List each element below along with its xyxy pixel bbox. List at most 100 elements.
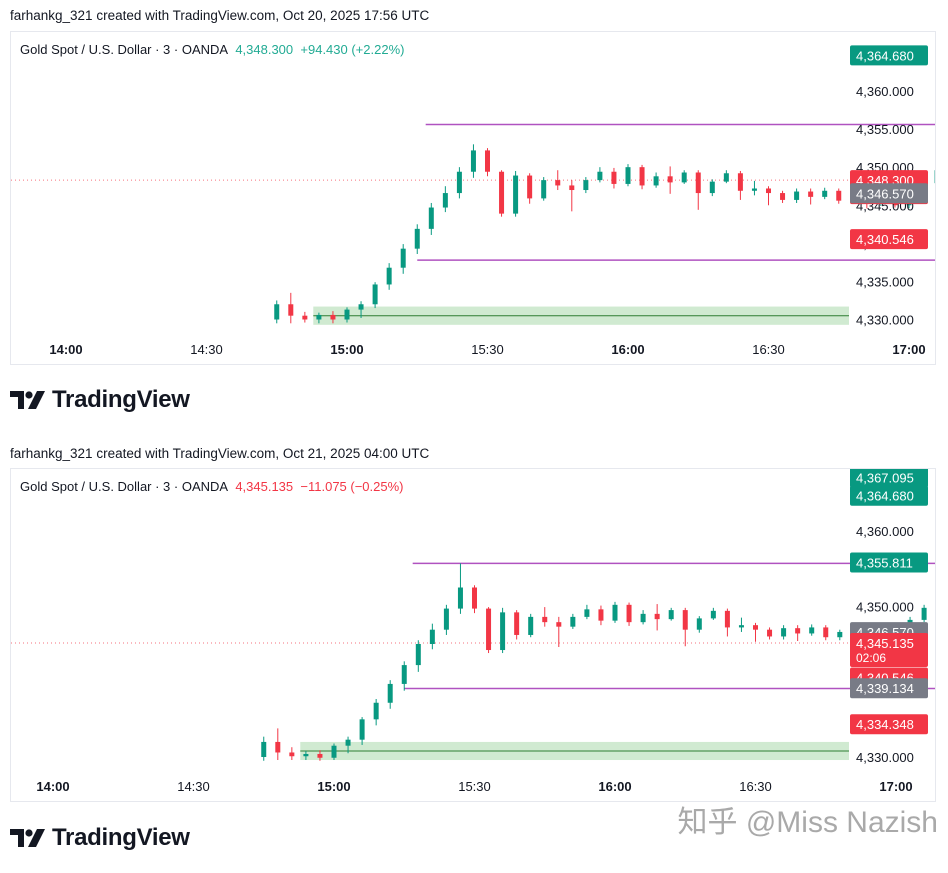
x-tick-label: 14:00 — [36, 779, 69, 794]
symbol-name: Gold Spot / U.S. Dollar · 3 · OANDA — [20, 479, 229, 494]
candle-body — [331, 745, 337, 758]
candle-body — [823, 627, 829, 638]
x-tick-label: 14:30 — [177, 779, 210, 794]
tradingview-wordmark: TradingView — [52, 386, 190, 413]
price-label: 4,345.135 — [856, 636, 914, 651]
candle-body — [640, 613, 646, 623]
price-label-box — [850, 552, 928, 573]
candle-body — [597, 171, 603, 181]
candle-body — [443, 608, 449, 630]
chart-frame[interactable]: Buy Zone4,330.0004,335.0004,340.0004,345… — [10, 31, 936, 365]
x-tick-label: 16:30 — [752, 342, 785, 357]
candle-body — [598, 609, 604, 621]
candle-body — [794, 191, 800, 200]
chart-credit: farhankg_321 created with TradingView.co… — [10, 8, 430, 23]
candle-body — [500, 612, 506, 651]
candle-body — [486, 608, 492, 651]
candle-body — [709, 181, 715, 194]
candle-body — [668, 610, 674, 620]
price-label-box — [850, 678, 928, 699]
candle-body — [513, 175, 519, 214]
price-label-box — [850, 485, 928, 506]
countdown-label: 02:06 — [856, 651, 886, 665]
x-tick-label: 16:00 — [611, 342, 644, 357]
candle-body — [386, 267, 392, 285]
candle-body — [457, 587, 463, 609]
candle-body — [303, 753, 309, 757]
x-tick-label: 14:30 — [190, 342, 223, 357]
price-label-box — [850, 632, 928, 667]
candle-body — [415, 644, 421, 666]
candlestick-chart[interactable]: Buy Zone4,330.0004,335.0004,340.0004,345… — [11, 32, 935, 364]
price-label: 4,355.811 — [856, 556, 913, 571]
x-tick-label: 15:30 — [471, 342, 504, 357]
price-label-box — [850, 469, 928, 488]
candle-body — [400, 248, 406, 268]
y-tick-label: 4,335.000 — [856, 274, 914, 289]
candle-body — [723, 173, 729, 182]
candle-body — [653, 176, 659, 186]
y-tick-label: 4,355.000 — [856, 122, 914, 137]
candle-body — [344, 309, 350, 320]
tradingview-logo: TradingView — [10, 386, 190, 414]
y-tick-label: 4,330.000 — [856, 313, 914, 328]
candle-body — [387, 683, 393, 703]
candle-body — [780, 193, 786, 200]
x-tick-label: 16:30 — [739, 779, 772, 794]
candle-body — [555, 180, 561, 186]
candle-body — [809, 627, 815, 634]
candle-body — [542, 616, 548, 623]
candle-body — [570, 616, 576, 627]
last-price: 4,348.300 — [235, 42, 294, 57]
symbol-name: Gold Spot / U.S. Dollar · 3 · OANDA — [20, 42, 229, 57]
x-tick-label: 14:00 — [49, 342, 82, 357]
candle-body — [751, 188, 757, 191]
candle-body — [499, 171, 505, 214]
candle-body — [738, 625, 744, 628]
last-price: 4,345.135 — [235, 479, 294, 494]
candle-body — [569, 185, 575, 191]
x-tick-label: 15:00 — [317, 779, 350, 794]
candle-body — [625, 167, 631, 184]
price-label-box — [850, 714, 928, 735]
candle-body — [414, 228, 420, 249]
candle-body — [429, 629, 435, 644]
candle-body — [639, 167, 645, 186]
candle-body — [528, 616, 534, 635]
candle-body — [472, 587, 477, 609]
candle-body — [767, 629, 773, 637]
candle-body — [470, 150, 476, 172]
tradingview-wordmark: TradingView — [52, 824, 190, 851]
candle-body — [401, 665, 407, 684]
x-tick-label: 17:00 — [892, 342, 925, 357]
chart-credit: farhankg_321 created with TradingView.co… — [10, 446, 430, 461]
x-tick-label: 15:30 — [458, 779, 491, 794]
watermark: 知乎 @Miss Nazish — [677, 806, 938, 839]
candle-body — [724, 610, 730, 628]
candle-body — [681, 172, 687, 183]
candlestick-chart[interactable]: Buy Zone4,330.0004,350.0004,360.0004,367… — [11, 469, 935, 801]
price-label: 4,340.546 — [856, 232, 914, 247]
y-tick-label: 4,360.000 — [856, 524, 914, 539]
candle-body — [302, 315, 308, 320]
candle-body — [753, 625, 758, 630]
candle-body — [317, 753, 323, 758]
candle-body — [316, 314, 322, 320]
candle-body — [428, 207, 434, 229]
candle-body — [541, 180, 547, 199]
candle-body — [682, 610, 688, 630]
symbol-legend: Gold Spot / U.S. Dollar · 3 · OANDA 4,34… — [20, 479, 404, 494]
candle-body — [781, 628, 787, 637]
candle-body — [584, 609, 590, 617]
candle-body — [514, 612, 520, 635]
candle-body — [583, 180, 589, 191]
tradingview-logo-icon — [10, 391, 45, 409]
candle-body — [611, 171, 617, 184]
x-tick-label: 17:00 — [879, 779, 912, 794]
chart-frame[interactable]: Buy Zone4,330.0004,350.0004,360.0004,367… — [10, 468, 936, 802]
candle-body — [626, 604, 632, 623]
price-label: 4,364.680 — [856, 48, 914, 63]
candle-body — [345, 739, 351, 746]
candle-body — [921, 607, 927, 620]
price-label-box — [850, 45, 928, 66]
